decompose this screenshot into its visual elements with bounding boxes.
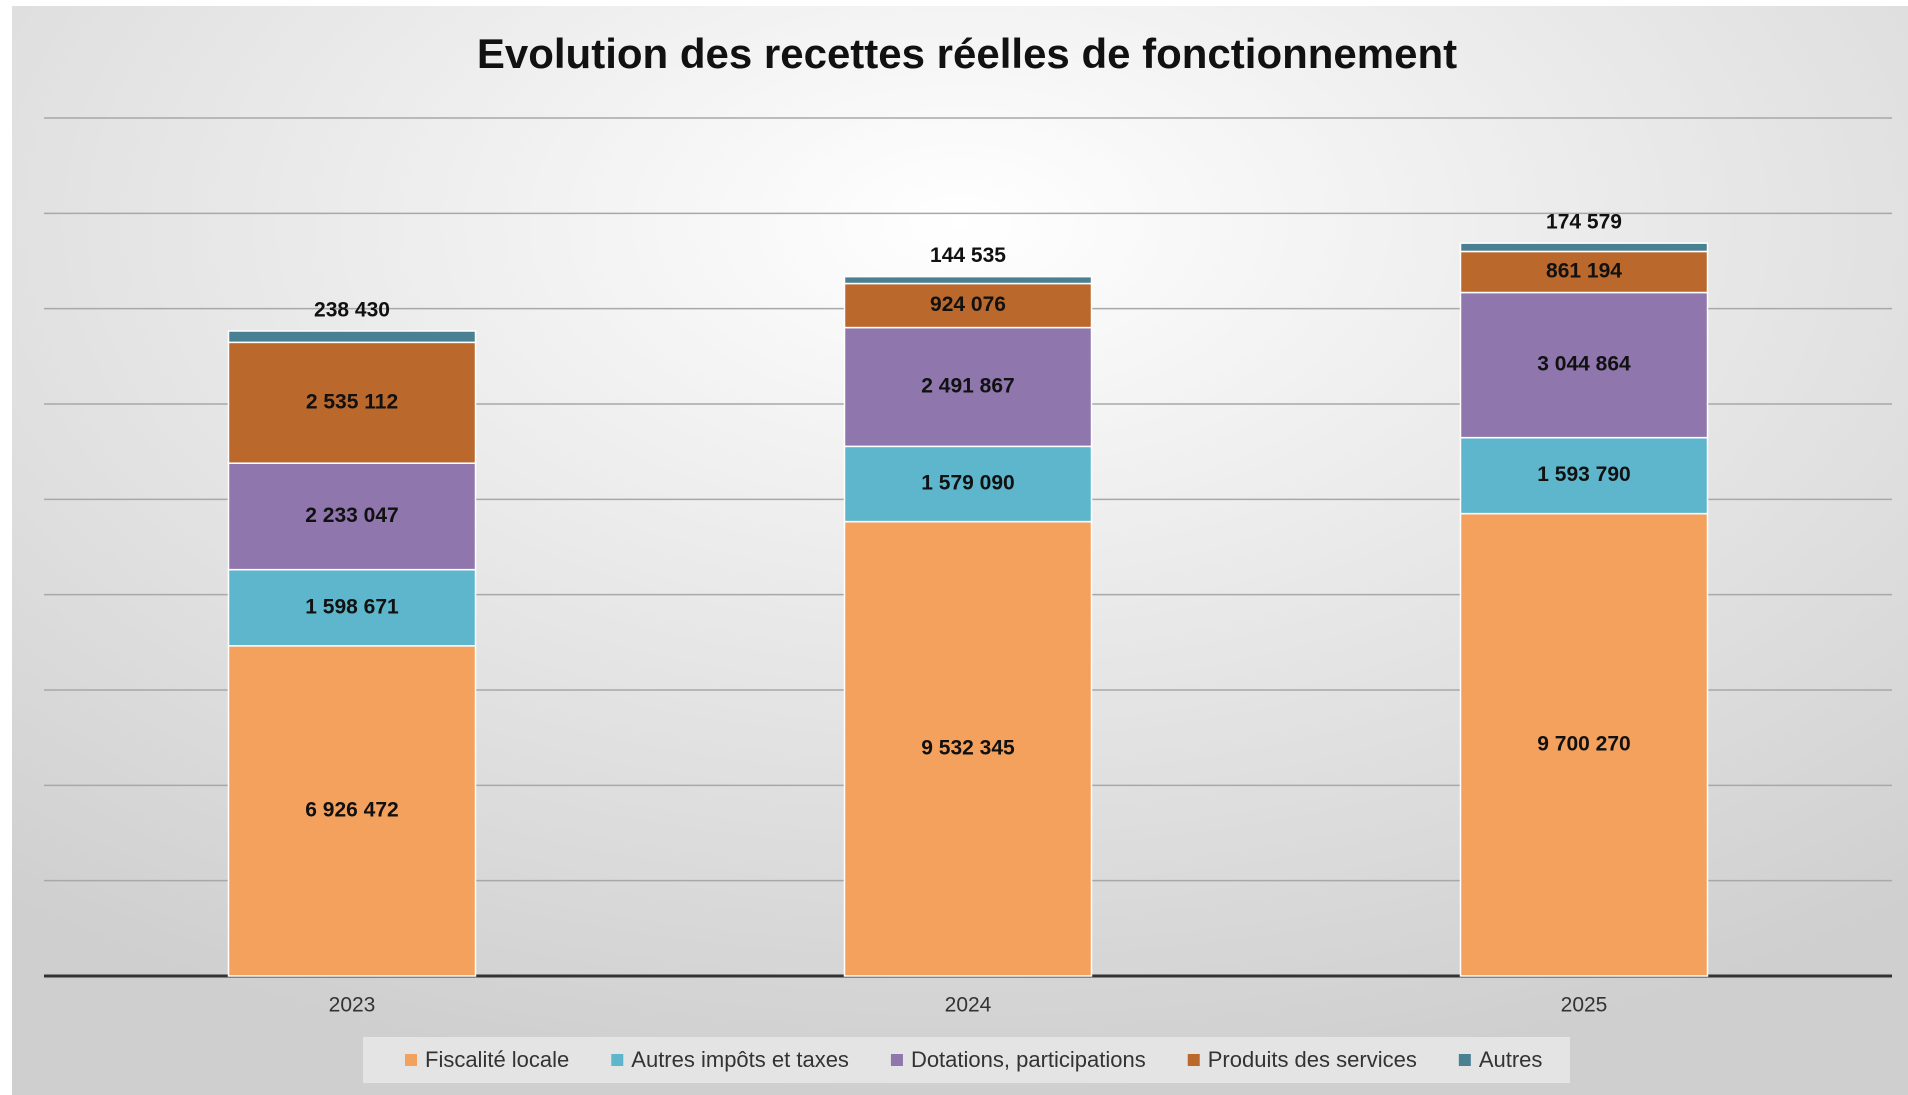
data-label: 2 491 867 <box>921 375 1014 398</box>
legend-box <box>363 1037 1570 1083</box>
legend-swatch <box>1458 1054 1471 1066</box>
x-tick-label: 2025 <box>1561 994 1608 1017</box>
bar-segment <box>843 520 1093 977</box>
bar-segment <box>1459 291 1709 439</box>
legend-swatch <box>1187 1054 1200 1066</box>
data-label: 1 593 790 <box>1537 463 1630 486</box>
bar-segment <box>843 275 1093 285</box>
data-label: 144 535 <box>930 244 1006 267</box>
data-label: 174 579 <box>1546 211 1622 234</box>
data-label: 1 598 671 <box>305 595 399 618</box>
data-label: 6 926 472 <box>305 798 398 821</box>
legend-swatch <box>611 1054 624 1066</box>
x-tick-label: 2024 <box>945 994 992 1017</box>
bar-segment <box>843 282 1093 329</box>
bar-segment <box>227 341 477 464</box>
data-label: 861 194 <box>1546 260 1622 283</box>
data-label: 9 532 345 <box>921 736 1015 759</box>
data-label: 3 044 864 <box>1537 353 1631 376</box>
x-tick-label: 2023 <box>329 994 376 1017</box>
bar-segment <box>1459 250 1709 294</box>
legend-swatch <box>890 1054 903 1066</box>
data-label: 9 700 270 <box>1537 732 1630 755</box>
data-label: 2 233 047 <box>305 504 398 527</box>
bar-segment <box>227 645 477 977</box>
chart-title: Evolution des recettes réelles de foncti… <box>477 30 1457 77</box>
bar-segment <box>227 330 477 344</box>
bar-segment <box>1459 436 1709 515</box>
bar-segment <box>843 326 1093 448</box>
legend-swatch <box>405 1054 417 1066</box>
data-label: 238 430 <box>314 299 390 322</box>
legend-label: Produits des services <box>1208 1047 1417 1072</box>
data-label: 2 535 112 <box>306 390 398 413</box>
bar-segment <box>1459 512 1709 977</box>
legend-label: Fiscalité locale <box>425 1047 569 1072</box>
legend-label: Dotations, participations <box>911 1047 1146 1072</box>
legend-label: Autres <box>1479 1047 1543 1072</box>
data-label: 1 579 090 <box>921 472 1014 495</box>
bar-segment <box>227 462 477 571</box>
bar-segment <box>843 445 1093 523</box>
data-label: 924 076 <box>930 293 1006 316</box>
legend-label: Autres impôts et taxes <box>631 1047 849 1072</box>
bar-segment <box>1459 242 1709 253</box>
bar-segment <box>227 568 477 647</box>
